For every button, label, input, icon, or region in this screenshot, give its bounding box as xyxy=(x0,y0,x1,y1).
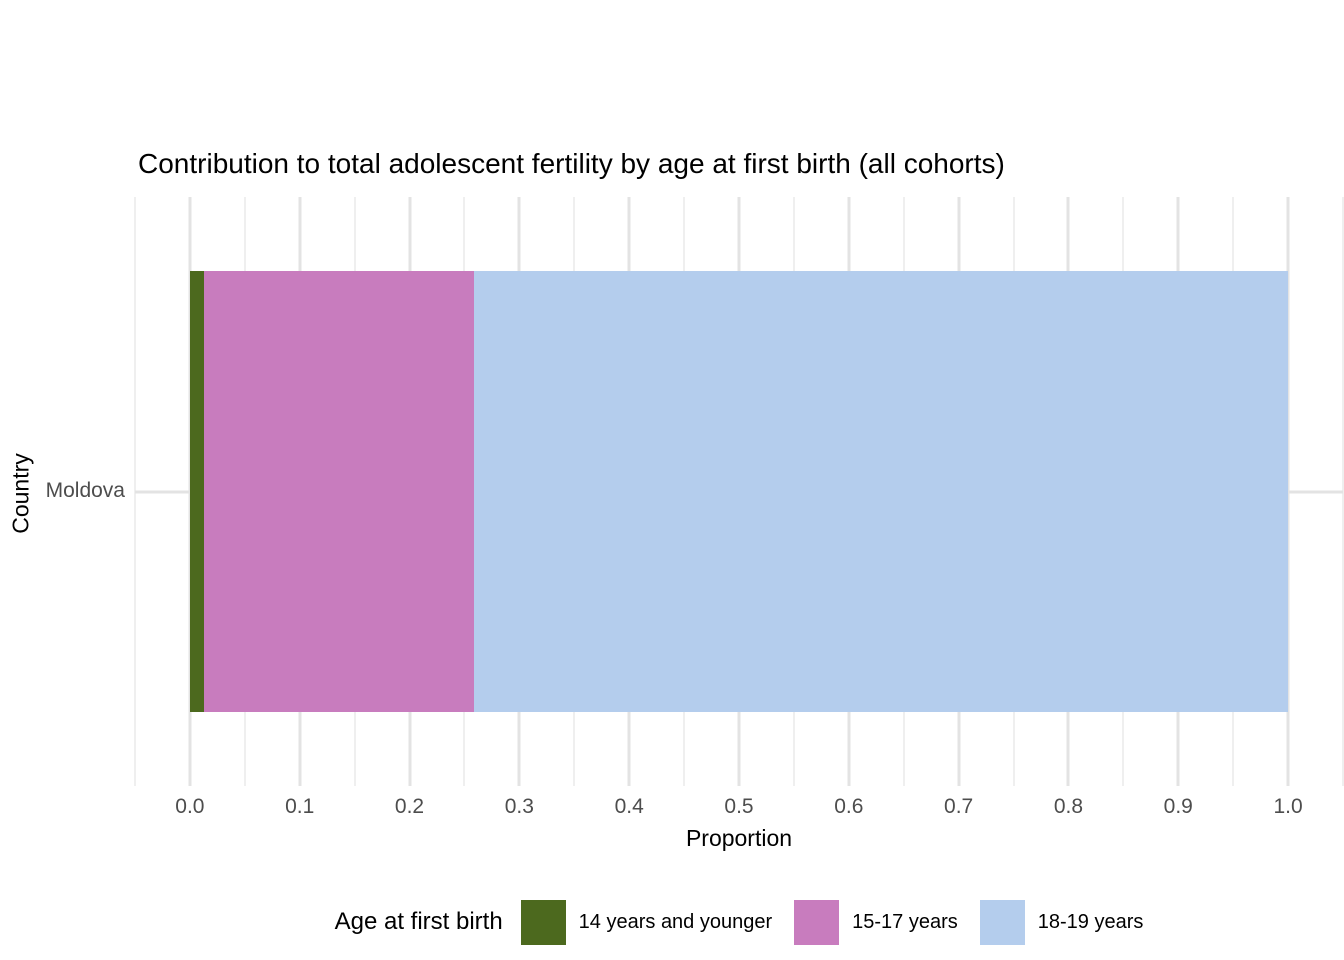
legend-item: 14 years and younger xyxy=(520,899,773,945)
bar-segment-18-19-years xyxy=(474,271,1289,712)
legend-swatch xyxy=(520,899,566,945)
x-tick-label: 0.0 xyxy=(175,795,205,818)
x-tick-label: 0.8 xyxy=(1053,795,1084,818)
legend-items: 14 years and younger 15-17 years 18-19 yea… xyxy=(520,899,1144,945)
plot-panel xyxy=(134,197,1344,786)
legend-item: 15-17 years xyxy=(794,899,958,945)
x-tick-label: 0.4 xyxy=(614,795,644,818)
gridline-minor xyxy=(1342,197,1344,786)
x-tick-label: 0.5 xyxy=(724,795,754,818)
legend-swatch xyxy=(794,899,840,945)
bar-segment-14-years-and-younger xyxy=(189,271,205,712)
legend-item: 18-19 years xyxy=(979,899,1144,945)
chart-title: Contribution to total adolescent fertili… xyxy=(138,148,1005,179)
y-tick-label-moldova: Moldova xyxy=(45,479,125,502)
legend: Age at first birth 14 years and younger 1… xyxy=(135,897,1343,947)
x-tick-label: 0.9 xyxy=(1163,795,1193,818)
legend-swatch xyxy=(979,899,1025,945)
legend-label: 18-19 years xyxy=(1037,910,1144,933)
x-tick-label: 0.3 xyxy=(504,795,534,818)
x-axis-title: Proportion xyxy=(685,825,793,851)
x-tick-label: 0.7 xyxy=(944,795,974,818)
x-tick-label: 0.2 xyxy=(394,795,425,818)
legend-title: Age at first birth xyxy=(334,908,503,935)
legend-label: 14 years and younger xyxy=(578,910,773,933)
x-tick-label: 0.6 xyxy=(834,795,864,818)
x-tick-label: 0.1 xyxy=(285,795,315,818)
bar-segment-15-17-years xyxy=(204,271,475,712)
x-tick-label: 1.0 xyxy=(1273,795,1303,818)
legend-label: 15-17 years xyxy=(852,910,958,933)
